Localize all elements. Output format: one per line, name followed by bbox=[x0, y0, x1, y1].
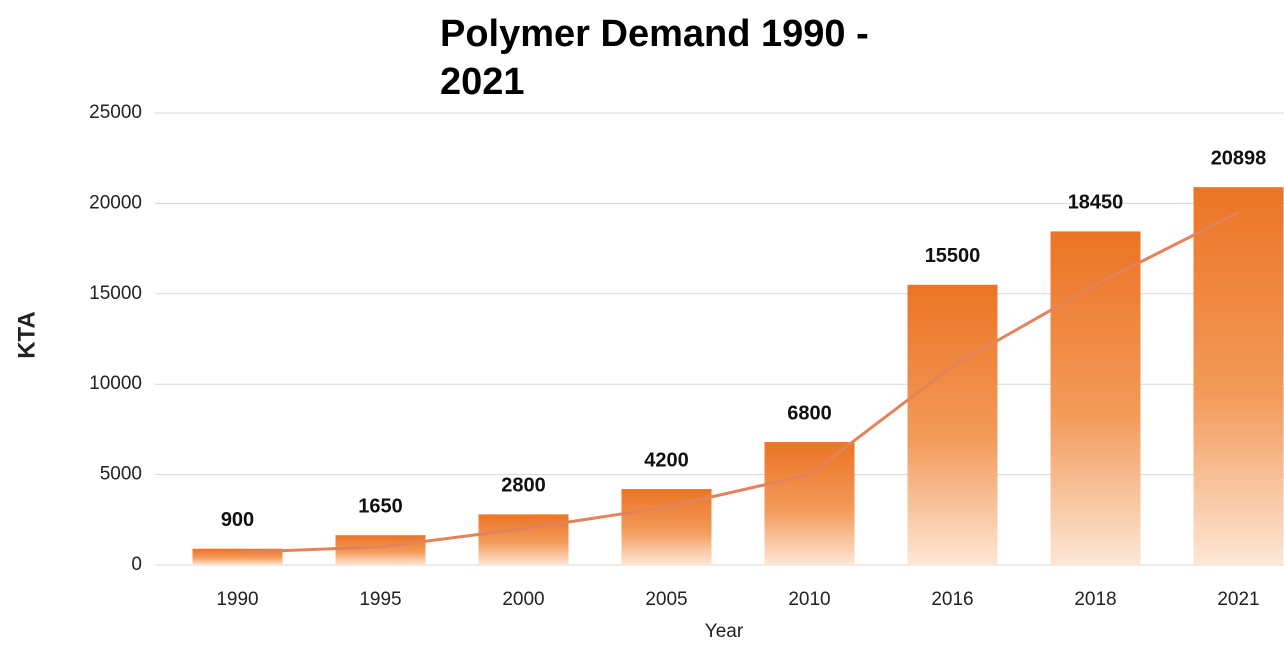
x-tick-label: 1990 bbox=[216, 589, 258, 610]
data-label: 1650 bbox=[358, 495, 403, 517]
bar bbox=[1050, 231, 1141, 565]
x-tick-label: 1995 bbox=[359, 589, 401, 610]
bar bbox=[764, 442, 855, 565]
x-axis-label: Year bbox=[705, 621, 744, 642]
y-tick-label: 20000 bbox=[89, 192, 142, 213]
data-label: 4200 bbox=[644, 449, 689, 471]
data-label: 15500 bbox=[925, 245, 981, 267]
x-tick-label: 2016 bbox=[931, 589, 973, 610]
data-label: 900 bbox=[221, 509, 254, 531]
y-tick-label: 10000 bbox=[89, 373, 142, 394]
data-label: 6800 bbox=[787, 402, 832, 424]
y-tick-label: 25000 bbox=[89, 102, 142, 123]
y-tick-label: 0 bbox=[131, 554, 142, 575]
y-tick-label: 5000 bbox=[100, 464, 142, 485]
data-label: 2800 bbox=[501, 475, 546, 497]
bar bbox=[335, 535, 426, 565]
x-tick-label: 2005 bbox=[645, 589, 687, 610]
y-axis-label: KTA bbox=[13, 311, 40, 359]
bar bbox=[478, 514, 569, 565]
bar bbox=[1193, 187, 1284, 565]
data-label: 20898 bbox=[1211, 147, 1267, 169]
data-label: 18450 bbox=[1068, 192, 1124, 214]
y-tick-label: 15000 bbox=[89, 283, 142, 304]
x-tick-label: 2018 bbox=[1074, 589, 1116, 610]
x-tick-label: 2021 bbox=[1217, 589, 1259, 610]
bar bbox=[907, 284, 998, 565]
x-tick-label: 2000 bbox=[502, 589, 544, 610]
trend-line bbox=[237, 211, 1240, 554]
x-tick-label: 2010 bbox=[788, 589, 830, 610]
chart-title: Polymer Demand 1990 - 2021 bbox=[440, 13, 869, 103]
